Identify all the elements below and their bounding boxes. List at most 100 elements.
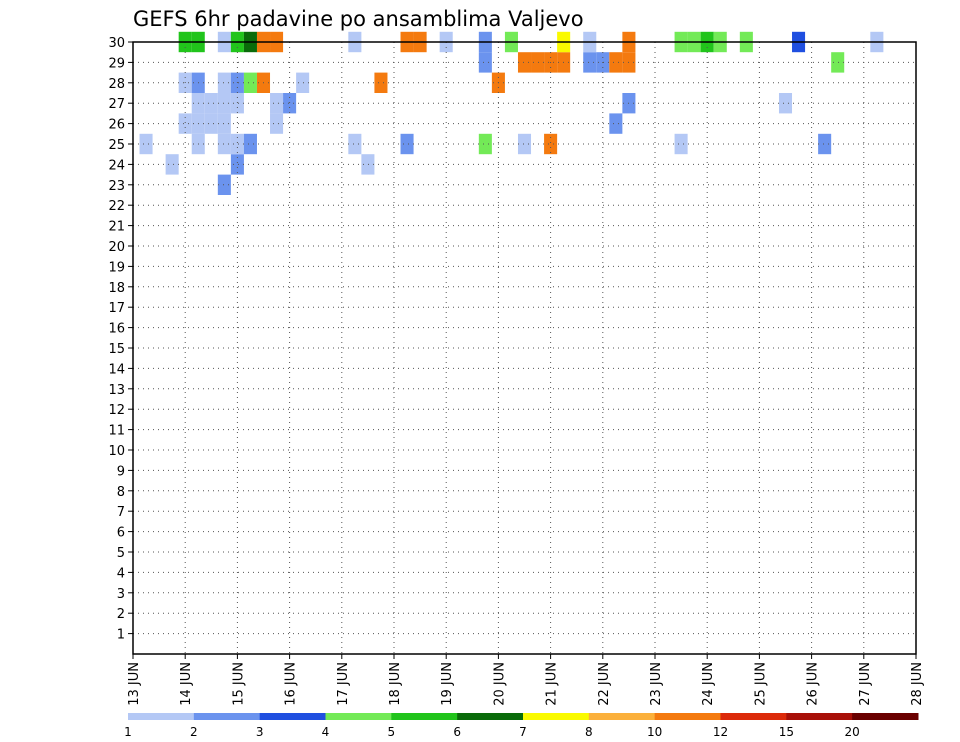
heatmap-cell xyxy=(609,52,623,73)
legend-label: 6 xyxy=(453,725,461,739)
heatmap-cell xyxy=(296,72,310,93)
y-tick-label: 16 xyxy=(108,322,125,337)
y-tick-label: 28 xyxy=(108,77,125,92)
heatmap-cell xyxy=(178,113,192,134)
x-tick-label: 23 JUN xyxy=(649,662,664,706)
heatmap-cell xyxy=(609,113,623,134)
heatmap-cell xyxy=(217,113,231,134)
x-tick-label: 19 JUN xyxy=(440,662,455,706)
heatmap-cell xyxy=(374,72,388,93)
heatmap-cell xyxy=(583,52,597,73)
heatmap-cell xyxy=(270,113,284,134)
y-tick-label: 22 xyxy=(108,199,125,214)
heatmap-cell xyxy=(217,174,231,195)
heatmap-cell xyxy=(243,133,257,155)
heatmap-cell xyxy=(478,133,492,155)
heatmap-cell xyxy=(544,133,558,155)
x-tick-label: 22 JUN xyxy=(597,662,612,706)
chart-title: GEFS 6hr padavine po ansamblima Valjevo xyxy=(133,7,584,31)
legend-label: 5 xyxy=(388,725,396,739)
y-tick-label: 7 xyxy=(117,505,125,520)
heatmap-cell xyxy=(674,133,688,155)
legend-label: 20 xyxy=(845,725,860,739)
y-tick-label: 24 xyxy=(108,158,125,173)
color-legend: 1 2 3 4 5 6 7 8 10 12 15 20 xyxy=(124,713,919,739)
legend-swatch xyxy=(193,713,261,720)
heatmap-cell xyxy=(517,133,532,155)
y-tick-label: 18 xyxy=(108,281,125,296)
heatmap-cell xyxy=(217,93,231,114)
legend-swatch xyxy=(457,713,524,720)
y-tick-label: 29 xyxy=(108,56,125,71)
heatmap-cell xyxy=(283,93,297,114)
x-tick-label: 20 JUN xyxy=(492,662,507,706)
heatmap-cell xyxy=(165,154,179,175)
y-tick-label: 5 xyxy=(117,546,125,561)
y-tick-label: 15 xyxy=(108,342,125,357)
heatmap-cell xyxy=(270,93,284,114)
legend-swatch xyxy=(128,713,195,720)
heatmap-cell xyxy=(778,93,793,114)
y-tick-label: 2 xyxy=(117,607,125,622)
y-tick-label: 9 xyxy=(117,464,125,479)
y-tick-label: 3 xyxy=(117,587,125,602)
legend-swatch xyxy=(720,713,787,720)
legend-label: 8 xyxy=(585,725,593,739)
legend-label: 15 xyxy=(779,725,794,739)
y-tick-label: 20 xyxy=(108,240,125,255)
legend-label: 7 xyxy=(519,725,527,739)
heatmap-cell xyxy=(230,93,244,114)
x-tick-label: 21 JUN xyxy=(545,662,560,706)
y-tick-label: 6 xyxy=(117,526,125,541)
y-tick-label: 30 xyxy=(108,36,125,51)
heatmap-cell xyxy=(217,133,231,155)
heatmap-cell xyxy=(348,133,362,155)
y-tick-label: 12 xyxy=(108,403,125,418)
heatmap-cell xyxy=(204,93,218,114)
legend-label: 3 xyxy=(256,725,264,739)
heatmap-cell xyxy=(818,133,832,155)
legend-swatch xyxy=(588,713,656,720)
y-axis-ticks: 1234567891011121314151617181920212223242… xyxy=(108,36,133,643)
x-tick-label: 28 JUN xyxy=(910,662,925,706)
x-tick-label: 17 JUN xyxy=(336,662,351,706)
heatmap-cell xyxy=(478,52,492,73)
heatmap-cell xyxy=(217,72,231,93)
y-tick-label: 10 xyxy=(108,444,125,459)
legend-label: 1 xyxy=(124,725,132,739)
heatmap-cell xyxy=(531,52,545,73)
y-tick-label: 8 xyxy=(117,485,125,500)
heatmap-cell xyxy=(230,133,244,155)
y-tick-label: 11 xyxy=(108,424,125,439)
heatmap-cell xyxy=(243,72,257,93)
heatmap-cell xyxy=(517,52,532,73)
y-tick-label: 1 xyxy=(117,628,125,643)
heatmap-cells xyxy=(139,31,884,195)
legend-swatch xyxy=(786,713,853,720)
heatmap-cell xyxy=(204,113,218,134)
y-tick-label: 19 xyxy=(108,260,125,275)
y-tick-label: 14 xyxy=(108,362,125,377)
heatmap-cell xyxy=(400,133,414,155)
x-tick-label: 18 JUN xyxy=(388,662,403,706)
x-tick-label: 24 JUN xyxy=(701,662,716,706)
y-tick-label: 23 xyxy=(108,179,125,194)
x-tick-label: 27 JUN xyxy=(858,662,873,706)
heatmap-cell xyxy=(361,154,375,175)
y-tick-label: 4 xyxy=(117,566,125,581)
legend-label: 2 xyxy=(190,725,198,739)
y-tick-label: 21 xyxy=(108,220,125,235)
legend-label: 4 xyxy=(322,725,330,739)
x-axis-ticks: 13 JUN 14 JUN 15 JUN 16 JUN 17 JUN 18 JUN 19 J… xyxy=(127,654,925,706)
x-tick-label: 15 JUN xyxy=(231,662,246,706)
legend-swatch xyxy=(654,713,721,720)
x-tick-label: 14 JUN xyxy=(179,662,194,706)
y-tick-label: 17 xyxy=(108,301,125,316)
heatmap-cell xyxy=(139,133,153,155)
x-tick-label: 13 JUN xyxy=(127,662,142,706)
legend-label: 12 xyxy=(713,725,728,739)
legend-swatch xyxy=(259,713,326,720)
plot-grid xyxy=(133,41,916,654)
y-tick-label: 27 xyxy=(108,97,125,112)
y-tick-label: 13 xyxy=(108,383,125,398)
